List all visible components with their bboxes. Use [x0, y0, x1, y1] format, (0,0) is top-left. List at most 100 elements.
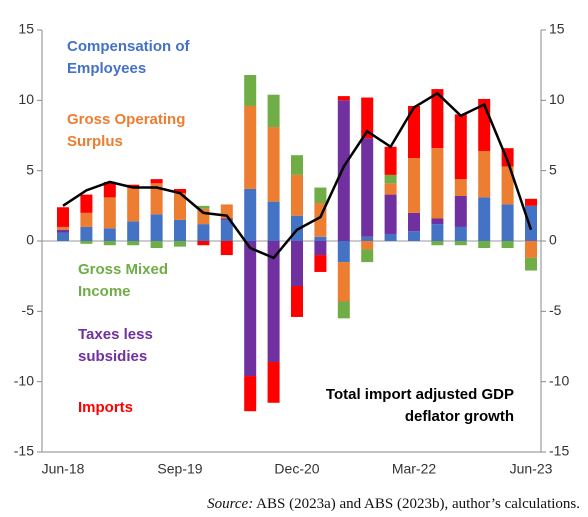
- bar-segment: [80, 212, 93, 227]
- bar-segment: [174, 241, 186, 247]
- source: Source: ABS (2023a) and ABS (2023b), aut…: [207, 496, 580, 513]
- bar-segment: [220, 218, 233, 220]
- bar-segment: [244, 241, 257, 377]
- bar-segment: [267, 94, 280, 128]
- bar-segment: [197, 241, 210, 246]
- bar-segment: [384, 183, 397, 195]
- bar-segment: [197, 205, 210, 209]
- bar-segment: [150, 241, 163, 249]
- bar-segment: [408, 231, 420, 241]
- bar-segment: [454, 241, 467, 246]
- bar-segment: [314, 187, 327, 204]
- bar-segment: [501, 241, 514, 249]
- bar-segment: [103, 241, 116, 246]
- bar-segment: [127, 241, 140, 246]
- y-tick-label: 5: [26, 161, 34, 177]
- bar-segment: [361, 249, 374, 263]
- bar-segment: [197, 224, 210, 241]
- y2-tick-label: -15: [549, 443, 569, 459]
- bar-segment: [337, 96, 350, 101]
- legend-label: Imports: [78, 399, 134, 416]
- bar-segment: [80, 226, 93, 241]
- bar-segment: [291, 174, 303, 216]
- bar-segment: [57, 207, 69, 227]
- y2-tick-label: 10: [549, 91, 565, 107]
- bar-segment: [314, 241, 327, 256]
- bar-segment: [244, 376, 257, 412]
- bar-segment: [525, 198, 537, 206]
- bar-segment: [314, 236, 327, 241]
- x-tick-label: Jun-18: [42, 461, 85, 477]
- bar-segment: [57, 232, 69, 241]
- bar-segment: [454, 179, 467, 196]
- bar-segment: [361, 241, 374, 250]
- y-tick-label: -5: [22, 302, 35, 318]
- bar-segment: [501, 148, 514, 167]
- bar-segment: [57, 229, 69, 233]
- bar-segment: [384, 174, 397, 184]
- y-tick-label: 0: [26, 232, 34, 248]
- x-tick-label: Mar-22: [392, 461, 437, 477]
- bar-segment: [244, 105, 257, 189]
- bar-segment: [478, 150, 491, 198]
- bar-segment: [337, 100, 350, 241]
- bar-segment: [408, 105, 420, 159]
- bar-segment: [314, 255, 327, 272]
- bar-segment: [454, 195, 467, 227]
- bar-segment: [478, 241, 491, 249]
- bar-segment: [127, 184, 140, 188]
- bar-segment: [525, 257, 537, 271]
- bar-segment: [501, 166, 514, 205]
- bar-segment: [80, 194, 93, 213]
- x-tick-label: Dec-20: [274, 461, 319, 477]
- legend-label: Gross Operating Surplus: [67, 111, 186, 150]
- bar-segment: [127, 187, 140, 222]
- bar-segment: [174, 193, 186, 220]
- source-label: Source:: [207, 496, 254, 512]
- bar-segment: [267, 241, 280, 362]
- bar-segment: [431, 148, 444, 219]
- bar-segment: [267, 201, 280, 241]
- y2-tick-label: -10: [549, 372, 569, 388]
- bar-segment: [174, 219, 186, 241]
- bar-segment: [431, 218, 444, 225]
- bar-segment: [220, 219, 233, 241]
- chart: -15 -10 -5 0 5 10 15 -15 -10 -5 0 5 10 15 Jun-18 Sep-19…: [14, 21, 570, 477]
- x-tick-label: Jun-23: [510, 461, 553, 477]
- legend-label: Taxes less subsidies: [78, 326, 153, 365]
- bar-segment: [291, 155, 303, 175]
- bar-segment: [291, 286, 303, 317]
- line-series: [62, 91, 533, 260]
- source-text: ABS (2023a) and ABS (2023b), author’s ca…: [256, 496, 580, 512]
- y-tick-label: 15: [18, 21, 34, 37]
- bar-segment: [244, 188, 257, 241]
- legend-label: Gross Mixed Income: [78, 261, 169, 300]
- legend-label: Total import adjusted GDP deflator growt…: [325, 386, 514, 425]
- y2-tick-label: 0: [549, 232, 557, 248]
- bar-segment: [525, 241, 537, 258]
- bar-segment: [478, 197, 491, 241]
- bar-segment: [431, 241, 444, 246]
- y-tick-label: -10: [14, 372, 34, 388]
- bar-segment: [384, 194, 397, 234]
- bar-segment: [361, 97, 374, 139]
- bar-segment: [361, 236, 374, 241]
- bar-segment: [337, 262, 350, 302]
- bar-segment: [80, 241, 93, 244]
- bar-segment: [267, 127, 280, 202]
- x-tick-label: Sep-19: [157, 461, 202, 477]
- y-tick-label: -15: [14, 443, 34, 459]
- bar-segment: [150, 179, 163, 184]
- bar-segment: [103, 228, 116, 241]
- bar-segment: [103, 181, 116, 198]
- bar-segment: [127, 221, 140, 241]
- bar-segment: [337, 301, 350, 319]
- bar-segment: [431, 89, 444, 149]
- y-tick-label: 10: [18, 91, 34, 107]
- bar-segment: [384, 146, 397, 175]
- bar-segment: [291, 241, 303, 287]
- bar-segment: [103, 197, 116, 229]
- bar-segment: [525, 205, 537, 241]
- bar-segment: [174, 188, 186, 194]
